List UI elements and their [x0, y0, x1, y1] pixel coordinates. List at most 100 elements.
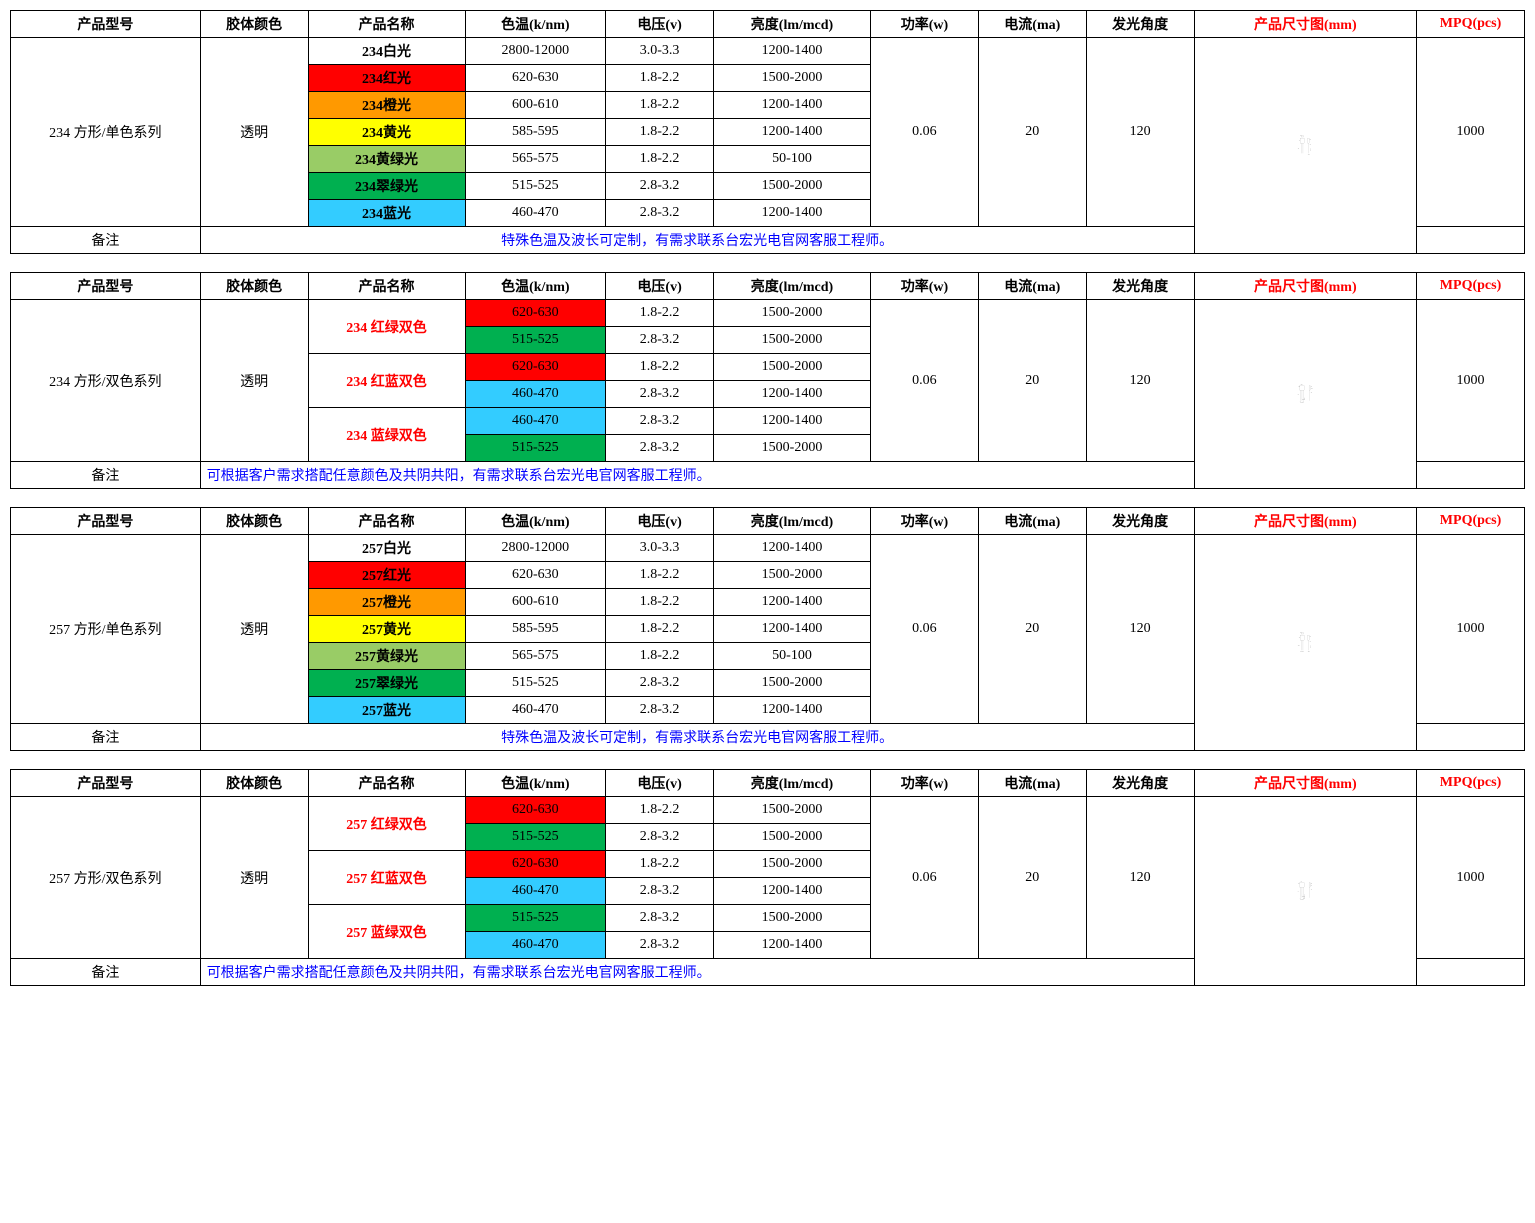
mpq-cell: 1000	[1417, 300, 1525, 462]
note-label: 备注	[11, 959, 201, 986]
model-cell: 257 方形/双色系列	[11, 797, 201, 959]
h-temp: 色温(k/nm)	[465, 273, 606, 300]
svg-text:7.0: 7.0	[1298, 637, 1300, 639]
current-cell: 20	[978, 535, 1086, 724]
header-row: 产品型号 胶体颜色 产品名称 色温(k/nm) 电压(v) 亮度(lm/mcd)…	[11, 11, 1525, 38]
product-name: 257翠绿光	[308, 670, 465, 697]
bright-cell: 1500-2000	[714, 562, 871, 589]
bright-cell: 50-100	[714, 643, 871, 670]
bright-cell: 1500-2000	[714, 905, 871, 932]
h-volt: 电压(v)	[606, 11, 714, 38]
volt-cell: 2.8-3.2	[606, 697, 714, 724]
volt-cell: 2.8-3.2	[606, 381, 714, 408]
h-bright: 亮度(lm/mcd)	[714, 273, 871, 300]
header-row: 产品型号 胶体颜色 产品名称 色温(k/nm) 电压(v) 亮度(lm/mcd)…	[11, 273, 1525, 300]
bright-cell: 1200-1400	[714, 616, 871, 643]
product-name: 234红光	[308, 65, 465, 92]
h-model: 产品型号	[11, 11, 201, 38]
h-color: 胶体颜色	[200, 11, 308, 38]
table-row: 234 方形/单色系列透明234白光2800-120003.0-3.31200-…	[11, 38, 1525, 65]
spec-table: 产品型号 胶体颜色 产品名称 色温(k/nm) 电压(v) 亮度(lm/mcd)…	[10, 507, 1525, 751]
dimension-diagram: 5.07.029.02.00.7typ 2.02.280.5 pin*2	[1197, 632, 1414, 652]
h-mpq: MPQ(pcs)	[1417, 273, 1525, 300]
note-blank	[1417, 959, 1525, 986]
angle-cell: 120	[1086, 535, 1194, 724]
model-cell: 257 方形/单色系列	[11, 535, 201, 724]
bright-cell: 1500-2000	[714, 300, 871, 327]
h-bright: 亮度(lm/mcd)	[714, 770, 871, 797]
svg-text:2.28: 2.28	[1308, 650, 1310, 652]
svg-text:2.0: 2.0	[1310, 882, 1312, 884]
volt-cell: 2.8-3.2	[606, 327, 714, 354]
bright-cell: 1200-1400	[714, 589, 871, 616]
note-label: 备注	[11, 724, 201, 751]
temp-cell: 515-525	[465, 670, 606, 697]
h-name: 产品名称	[308, 770, 465, 797]
temp-cell: 585-595	[465, 616, 606, 643]
note-text: 可根据客户需求搭配任意颜色及共阴共阳，有需求联系台宏光电官网客服工程师。	[200, 959, 1194, 986]
svg-text:R: R	[1300, 898, 1301, 900]
temp-cell: 600-610	[465, 92, 606, 119]
header-row: 产品型号 胶体颜色 产品名称 色温(k/nm) 电压(v) 亮度(lm/mcd)…	[11, 508, 1525, 535]
temp-cell: 2800-12000	[465, 38, 606, 65]
color-cell: 透明	[200, 535, 308, 724]
volt-cell: 2.8-3.2	[606, 408, 714, 435]
header-row: 产品型号 胶体颜色 产品名称 色温(k/nm) 电压(v) 亮度(lm/mcd)…	[11, 770, 1525, 797]
bright-cell: 1200-1400	[714, 878, 871, 905]
temp-cell: 515-525	[465, 327, 606, 354]
temp-cell: 460-470	[465, 408, 606, 435]
svg-text:1.5*2: 1.5*2	[1303, 898, 1306, 900]
product-name: 234 红绿双色	[308, 300, 465, 354]
h-model: 产品型号	[11, 770, 201, 797]
color-cell: 透明	[200, 797, 308, 959]
volt-cell: 2.8-3.2	[606, 905, 714, 932]
product-name: 257 蓝绿双色	[308, 905, 465, 959]
volt-cell: 2.8-3.2	[606, 932, 714, 959]
temp-cell: 460-470	[465, 932, 606, 959]
h-mpq: MPQ(pcs)	[1417, 770, 1525, 797]
volt-cell: 1.8-2.2	[606, 354, 714, 381]
svg-text:0.7: 0.7	[1310, 885, 1312, 887]
svg-text:1.9: 1.9	[1310, 385, 1312, 387]
svg-text:30: 30	[1310, 889, 1311, 891]
volt-cell: 1.8-2.2	[606, 65, 714, 92]
bright-cell: 1200-1400	[714, 408, 871, 435]
volt-cell: 3.0-3.3	[606, 535, 714, 562]
h-name: 产品名称	[308, 11, 465, 38]
bright-cell: 1200-1400	[714, 38, 871, 65]
h-power: 功率(w)	[870, 508, 978, 535]
svg-text:1.95: 1.95	[1310, 388, 1312, 390]
product-name: 257 红绿双色	[308, 797, 465, 851]
product-name: 234 红蓝双色	[308, 354, 465, 408]
volt-cell: 2.8-3.2	[606, 173, 714, 200]
h-power: 功率(w)	[870, 273, 978, 300]
bright-cell: 50-100	[714, 146, 871, 173]
temp-cell: 565-575	[465, 146, 606, 173]
svg-text:4.0: 4.0	[1298, 140, 1300, 142]
angle-cell: 120	[1086, 300, 1194, 462]
model-cell: 234 方形/双色系列	[11, 300, 201, 462]
volt-cell: 1.8-2.2	[606, 616, 714, 643]
volt-cell: 1.8-2.2	[606, 797, 714, 824]
dimension-diagram: 5.07.0GR1.5*22.00.7300.5 pin*32.54*20.5 …	[1197, 880, 1414, 900]
h-name: 产品名称	[308, 273, 465, 300]
h-name: 产品名称	[308, 508, 465, 535]
product-name: 234翠绿光	[308, 173, 465, 200]
temp-cell: 620-630	[465, 65, 606, 92]
volt-cell: 2.8-3.2	[606, 435, 714, 462]
spec-table-bicolor: 产品型号 胶体颜色 产品名称 色温(k/nm) 电压(v) 亮度(lm/mcd)…	[10, 769, 1525, 986]
temp-cell: 515-525	[465, 824, 606, 851]
note-text: 特殊色温及波长可定制，有需求联系台宏光电官网客服工程师。	[200, 227, 1194, 254]
svg-text:7.0: 7.0	[1300, 881, 1302, 883]
temp-cell: 620-630	[465, 354, 606, 381]
bright-cell: 1200-1400	[714, 381, 871, 408]
h-power: 功率(w)	[870, 11, 978, 38]
bright-cell: 1500-2000	[714, 435, 871, 462]
bright-cell: 1500-2000	[714, 327, 871, 354]
volt-cell: 1.8-2.2	[606, 119, 714, 146]
note-blank	[1417, 724, 1525, 751]
temp-cell: 460-470	[465, 878, 606, 905]
temp-cell: 2800-12000	[465, 535, 606, 562]
bright-cell: 1500-2000	[714, 851, 871, 878]
volt-cell: 1.8-2.2	[606, 92, 714, 119]
